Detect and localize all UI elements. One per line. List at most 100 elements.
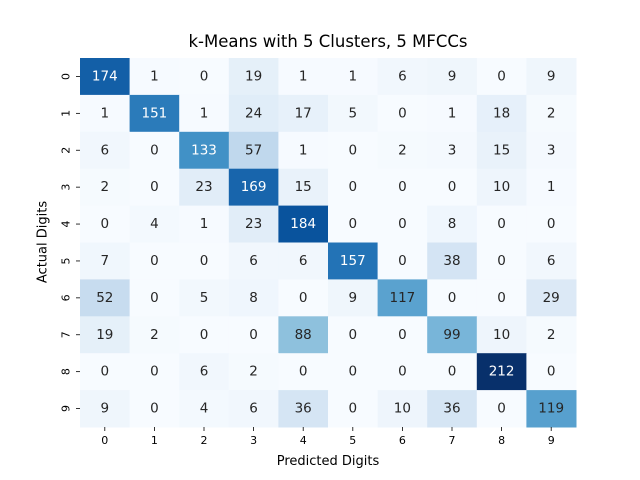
heatmap-cell — [427, 168, 478, 207]
cell-value-label: 15 — [493, 142, 510, 158]
heatmap-cell — [228, 131, 279, 170]
cell-value-label: 0 — [349, 179, 358, 195]
heatmap-cell — [328, 94, 379, 133]
heatmap-cell — [278, 279, 329, 317]
y-tick-label: 1 — [60, 110, 73, 117]
cell-value-label: 1 — [150, 68, 159, 84]
heatmap-cell — [377, 168, 428, 207]
cell-value-label: 0 — [299, 290, 308, 306]
heatmap-cell — [80, 205, 131, 243]
heatmap-cell — [328, 131, 379, 170]
heatmap-cell — [377, 242, 428, 280]
heatmap-cell — [179, 316, 230, 354]
cell-value-label: 6 — [200, 364, 209, 380]
heatmap-cell — [228, 242, 279, 280]
cell-value-label: 0 — [448, 179, 457, 195]
cell-value-label: 10 — [493, 327, 510, 343]
x-tick-label: 3 — [250, 434, 257, 447]
cell-value-label: 0 — [150, 142, 159, 158]
y-tick-label: 6 — [60, 294, 73, 301]
cell-value-label: 2 — [547, 105, 556, 121]
cell-value-label: 38 — [443, 253, 460, 269]
heatmap-cell — [526, 316, 577, 354]
x-tick-label: 7 — [449, 434, 456, 447]
cell-value-label: 0 — [547, 364, 556, 380]
cell-value-label: 0 — [398, 364, 407, 380]
heatmap-cell — [328, 58, 379, 96]
heatmap-cell — [129, 131, 180, 170]
cell-value-label: 23 — [245, 216, 262, 232]
heatmap-cell — [228, 94, 279, 133]
heatmap-cell — [278, 353, 329, 391]
x-tick-label: 9 — [548, 434, 555, 447]
heatmap-cell — [377, 390, 428, 428]
heatmap-cell — [526, 205, 577, 243]
heatmap-cell — [179, 94, 230, 133]
cell-value-label: 184 — [290, 216, 316, 232]
heatmap-cell — [179, 205, 230, 243]
cell-value-label: 17 — [295, 105, 312, 121]
heatmap-cell — [278, 94, 329, 133]
heatmap-cell — [526, 58, 577, 96]
heatmap-cell — [278, 390, 329, 428]
heatmap-cell — [328, 316, 379, 354]
cell-value-label: 174 — [92, 68, 118, 84]
heatmap-cell — [278, 168, 329, 207]
cell-value-label: 1 — [448, 105, 457, 121]
heatmap-cell — [526, 94, 577, 133]
cell-value-label: 9 — [547, 68, 556, 84]
heatmap-cell — [80, 131, 131, 170]
cell-value-label: 18 — [493, 105, 510, 121]
y-tick-label: 5 — [60, 257, 73, 264]
heatmap-cell — [476, 242, 527, 280]
x-tick-label: 5 — [349, 434, 356, 447]
cell-value-label: 0 — [398, 179, 407, 195]
heatmap-cell — [129, 168, 180, 207]
cell-value-label: 52 — [96, 290, 113, 306]
cell-value-label: 133 — [191, 142, 217, 158]
cell-value-label: 3 — [547, 142, 556, 158]
y-tick-label: 4 — [60, 221, 73, 228]
heatmap-cell — [427, 205, 478, 243]
heatmap-cell — [129, 353, 180, 391]
cell-value-label: 6 — [398, 68, 407, 84]
heatmap-cell — [80, 353, 131, 391]
y-tick-label: 3 — [60, 184, 73, 191]
cell-value-label: 23 — [195, 179, 212, 195]
heatmap-cell — [228, 316, 279, 354]
heatmap-cell — [179, 242, 230, 280]
cell-value-label: 2 — [101, 179, 110, 195]
heatmap-cell — [278, 242, 329, 280]
heatmap-cell — [476, 168, 527, 207]
cell-value-label: 0 — [398, 105, 407, 121]
cell-value-label: 0 — [497, 68, 506, 84]
cell-value-label: 2 — [547, 327, 556, 343]
chart-title: k-Means with 5 Clusters, 5 MFCCs — [188, 32, 468, 51]
cell-value-label: 0 — [150, 179, 159, 195]
heatmap-cell — [328, 279, 379, 317]
heatmap-cell — [328, 205, 379, 243]
heatmap-cell — [80, 58, 131, 96]
cell-value-label: 1 — [101, 105, 110, 121]
cell-value-label: 24 — [245, 105, 262, 121]
cell-value-label: 88 — [295, 327, 312, 343]
y-axis-label: Actual Digits — [35, 200, 51, 284]
cell-value-label: 9 — [448, 68, 457, 84]
heatmap-cell — [278, 316, 329, 354]
cell-value-label: 8 — [448, 216, 457, 232]
heatmap-cell — [179, 279, 230, 317]
heatmap-cell — [377, 353, 428, 391]
x-axis-label: Predicted Digits — [276, 454, 380, 469]
heatmap-cell — [80, 390, 131, 428]
y-tick-label: 0 — [60, 73, 73, 80]
heatmap-cell — [427, 242, 478, 280]
heatmap-cell — [427, 58, 478, 96]
cell-value-label: 151 — [142, 105, 168, 121]
heatmap-cell — [476, 131, 527, 170]
heatmap-cell — [129, 279, 180, 317]
heatmap-cell — [476, 390, 527, 428]
cell-value-label: 0 — [299, 364, 308, 380]
heatmap-cell — [80, 279, 131, 317]
heatmap-cell — [476, 58, 527, 96]
